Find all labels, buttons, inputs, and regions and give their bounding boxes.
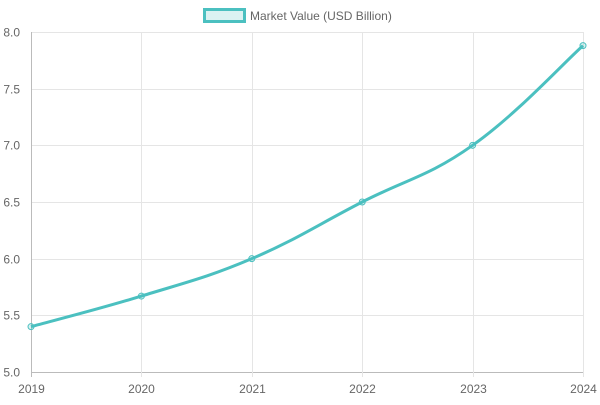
series bbox=[27, 42, 587, 331]
y-tick-label: 5.0 bbox=[3, 366, 20, 380]
y-tick-label: 5.5 bbox=[3, 309, 20, 323]
data-point[interactable] bbox=[27, 323, 35, 331]
x-tick-label: 2022 bbox=[349, 382, 376, 396]
y-tick-label: 7.0 bbox=[3, 139, 20, 153]
data-point[interactable] bbox=[358, 198, 366, 206]
x-tick-label: 2019 bbox=[18, 382, 45, 396]
x-axis: 2019 2020 2021 2022 2023 2024 bbox=[18, 382, 597, 396]
legend[interactable]: Market Value (USD Billion) bbox=[203, 8, 392, 23]
y-tick-label: 7.5 bbox=[3, 83, 20, 97]
x-tick-label: 2020 bbox=[128, 382, 155, 396]
series-line bbox=[30, 44, 585, 329]
data-point[interactable] bbox=[579, 42, 587, 50]
data-point[interactable] bbox=[137, 292, 145, 300]
x-tick-label: 2024 bbox=[570, 382, 597, 396]
data-point[interactable] bbox=[469, 141, 477, 149]
grid bbox=[31, 32, 584, 377]
y-tick-label: 6.0 bbox=[3, 253, 20, 267]
y-axis: 5.0 5.5 6.0 6.5 7.0 7.5 8.0 bbox=[3, 26, 20, 380]
x-tick-label: 2023 bbox=[460, 382, 487, 396]
legend-swatch bbox=[203, 8, 246, 23]
y-tick-label: 6.5 bbox=[3, 196, 20, 210]
legend-label: Market Value (USD Billion) bbox=[250, 9, 392, 23]
y-tick-label: 8.0 bbox=[3, 26, 20, 40]
x-tick-label: 2021 bbox=[239, 382, 266, 396]
data-point[interactable] bbox=[248, 255, 256, 263]
